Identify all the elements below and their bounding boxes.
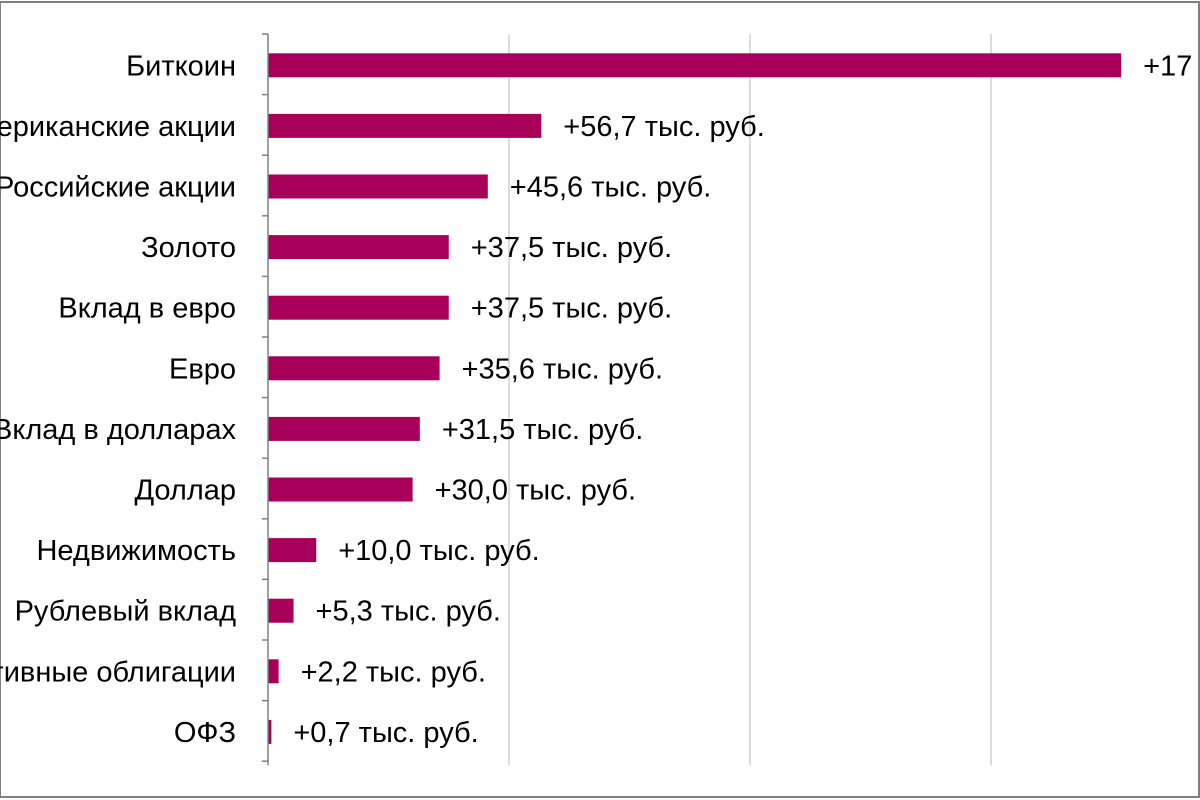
data-label: +45,6 тыс. руб. <box>510 172 711 204</box>
category-label: Российские акции <box>0 172 236 204</box>
bar <box>268 295 449 320</box>
category-label: Вклад в евро <box>58 293 236 325</box>
bar <box>268 356 440 381</box>
category-axis <box>262 33 269 766</box>
bar <box>268 53 1122 78</box>
bar <box>268 113 542 138</box>
data-label: +31,5 тыс. руб. <box>442 414 643 446</box>
data-label: +5,3 тыс. руб. <box>316 596 501 628</box>
category-label: Золото <box>141 232 236 264</box>
category-label: Евро <box>169 353 236 385</box>
category-label: Американские акции <box>0 111 236 143</box>
data-labels: +17 +56,7 тыс. руб. +45,6 тыс. руб. +37,5 т… <box>293 50 1192 749</box>
bar <box>268 235 449 260</box>
category-label: Корпоративные облигации <box>0 656 236 688</box>
bar <box>268 538 317 563</box>
data-label: +35,6 тыс. руб. <box>462 353 663 385</box>
data-label: +56,7 тыс. руб. <box>563 111 764 143</box>
data-label: +10,0 тыс. руб. <box>338 535 539 567</box>
data-label: +0,7 тыс. руб. <box>293 717 478 749</box>
gridlines <box>508 34 992 766</box>
category-label: Вклад в долларах <box>0 414 236 446</box>
data-label: +17 <box>1143 50 1192 82</box>
bar <box>268 416 420 441</box>
data-label: +37,5 тыс. руб. <box>471 293 672 325</box>
category-label: Рублевый вклад <box>15 596 237 628</box>
bar <box>268 719 272 744</box>
data-label: +2,2 тыс. руб. <box>301 656 486 688</box>
bar <box>268 598 294 623</box>
data-label: +30,0 тыс. руб. <box>435 475 636 507</box>
data-label: +37,5 тыс. руб. <box>471 232 672 264</box>
category-label: Недвижимость <box>36 535 236 567</box>
category-label: Биткоин <box>126 50 236 82</box>
category-label: Доллар <box>134 475 236 507</box>
bars <box>268 53 1122 744</box>
category-labels: Биткоин Американские акции Российские акци… <box>0 50 236 749</box>
bar <box>268 174 488 199</box>
category-label: ОФЗ <box>174 717 236 749</box>
bar <box>268 477 413 502</box>
bar <box>268 659 279 684</box>
